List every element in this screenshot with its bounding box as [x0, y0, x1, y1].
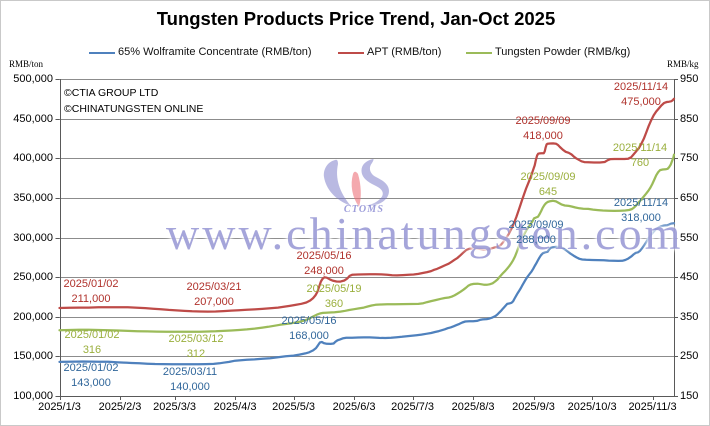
left-tick-label: 400,000	[13, 151, 53, 164]
legend-line-swatch-wolframite	[89, 52, 115, 54]
left-tick-label: 350,000	[13, 191, 53, 204]
left-tick-label: 200,000	[13, 310, 53, 323]
legend-line-swatch-powder	[466, 52, 492, 54]
left-tick-label: 100,000	[13, 389, 53, 402]
right-tick-label: 750	[680, 151, 699, 164]
legend-line-swatch-apt	[338, 52, 364, 54]
annotation-apt-jan: 2025/01/02 211,000	[63, 278, 119, 305]
legend: 65% Wolframite Concentrate (RMB/ton) APT…	[1, 46, 709, 60]
copyright-line-2: ©CHINATUNGSTEN ONLINE	[64, 103, 204, 115]
right-tick-label: 650	[680, 191, 699, 204]
left-tick-label: 500,000	[13, 72, 53, 85]
x-tick-label: 2025/6/3	[332, 401, 376, 413]
annotation-wolframite-sep: 2025/09/09 288,000	[508, 219, 564, 246]
x-tick-label: 2025/7/3	[391, 401, 434, 413]
annotation-apt-may: 2025/05/16 248,000	[296, 250, 352, 277]
x-tick-label: 2025/11/3	[628, 401, 677, 413]
annotation-powder-sep: 2025/09/09 645	[520, 171, 576, 198]
x-tick-label: 2025/8/3	[451, 401, 495, 413]
left-tick-label: 250,000	[13, 270, 53, 283]
x-tick-label: 2025/2/3	[98, 401, 142, 413]
legend-label: APT (RMB/ton)	[367, 46, 442, 58]
watermark-text: www.chinatungsten.com	[166, 208, 684, 259]
left-tick-label: 300,000	[13, 231, 53, 244]
right-tick-label: 450	[680, 270, 699, 283]
left-axis-unit: RMB/ton	[9, 59, 44, 69]
x-tick-label: 2025/1/3	[38, 401, 81, 413]
x-tick-label: 2025/4/3	[213, 401, 257, 413]
right-tick-label: 350	[680, 310, 699, 323]
x-tick-label: 2025/5/3	[272, 401, 315, 413]
right-tick-label: 550	[680, 231, 699, 244]
copyright-line-1: ©CTIA GROUP LTD	[64, 87, 159, 99]
chart-title: Tungsten Products Price Trend, Jan-Oct 2…	[156, 8, 556, 29]
annotation-apt-sep: 2025/09/09 418,000	[515, 115, 571, 142]
right-tick-label: 950	[680, 72, 699, 85]
watermark-logo-icon	[322, 159, 392, 207]
legend-label: Tungsten Powder (RMB/kg)	[495, 46, 631, 58]
annotation-wolframite-nov: 2025/11/14 318,000	[613, 197, 669, 224]
left-tick-label: 150,000	[13, 349, 53, 362]
annotation-powder-nov: 2025/11/14 760	[612, 142, 668, 169]
right-tick-label: 250	[680, 349, 699, 362]
copyright-block: ©CTIA GROUP LTD ©CHINATUNGSTEN ONLINE	[64, 85, 203, 117]
right-tick-label: 150	[680, 389, 699, 402]
annotation-wolframite-may: 2025/05/16 168,000	[281, 315, 337, 342]
annotation-apt-mar: 2025/03/21 207,000	[186, 281, 242, 308]
right-tick-label: 850	[680, 112, 699, 125]
legend-label: 65% Wolframite Concentrate (RMB/ton)	[118, 46, 312, 58]
annotation-powder-mar: 2025/03/12 312	[168, 333, 224, 360]
annotation-wolframite-jan: 2025/01/02 143,000	[63, 362, 119, 389]
right-axis-unit: RMB/kg	[667, 59, 699, 69]
annotation-wolframite-mar: 2025/03/11 140,000	[162, 366, 218, 393]
x-tick-label: 2025/9/3	[512, 401, 555, 413]
annotation-powder-may: 2025/05/19 360	[306, 283, 362, 310]
left-tick-label: 450,000	[13, 112, 53, 125]
annotation-powder-jan: 2025/01/02 316	[64, 329, 120, 356]
watermark-logo-text: CTOMS	[343, 204, 385, 215]
annotation-apt-nov: 2025/11/14 475,000	[613, 81, 669, 108]
x-tick-label: 2025/10/3	[567, 401, 617, 413]
x-tick-label: 2025/3/3	[153, 401, 196, 413]
